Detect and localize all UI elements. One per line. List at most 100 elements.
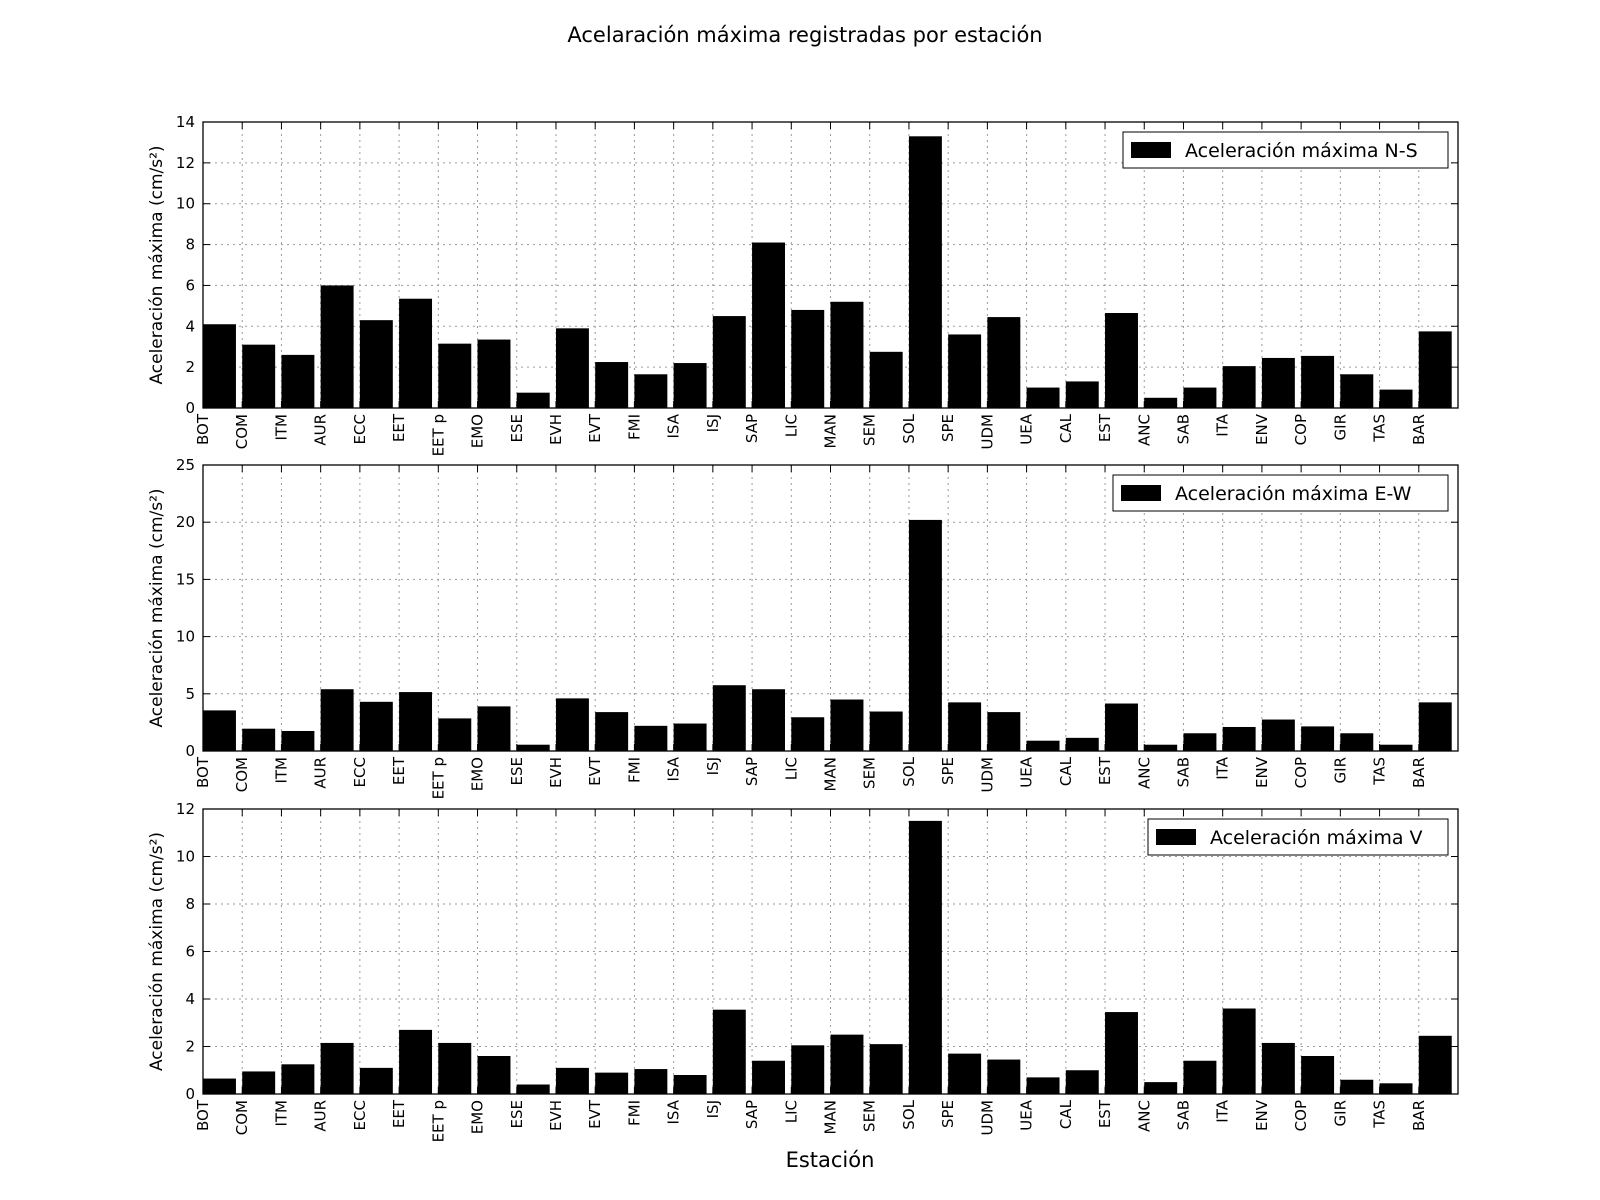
bar-CAL [1065, 381, 1099, 408]
y-tick-label: 6 [185, 276, 195, 294]
bar-EET [399, 692, 433, 751]
x-tick-label: EET [390, 413, 408, 442]
x-tick-label: BAR [1410, 1100, 1428, 1131]
x-tick-label: BOT [194, 413, 212, 445]
x-tick-label: SOL [900, 756, 918, 786]
bar-EET p [438, 1042, 472, 1094]
x-tick-label: COP [1292, 1100, 1310, 1131]
x-tick-label: LIC [782, 414, 800, 437]
bar-LIC [791, 309, 825, 408]
bar-ECC [359, 1067, 393, 1095]
bar-BAR [1418, 702, 1452, 751]
x-tick-label: SAP [743, 414, 761, 443]
x-tick-label: ENV [1253, 413, 1271, 445]
x-tick-label: EET p [429, 757, 447, 799]
bar-EVH [555, 698, 589, 751]
bar-COM [242, 728, 276, 751]
bar-COP [1301, 1056, 1335, 1094]
x-tick-label: ITM [272, 1100, 290, 1127]
y-axis-title: Aceleración máxima (cm/s²) [147, 145, 167, 384]
x-tick-label: EVT [586, 756, 604, 786]
legend: Aceleración máxima V [1147, 818, 1449, 856]
legend-label: Aceleración máxima V [1210, 827, 1423, 849]
subplot-3: 0 2 4 6 8 10 12 BOT COM ITM AUR ECC EET EET p EMO ESE EV… [147, 800, 1459, 1142]
bar-TAS [1379, 389, 1413, 408]
bar-ANC [1144, 397, 1178, 408]
x-tick-label: EVT [586, 413, 604, 443]
x-tick-label: MAN [822, 414, 840, 448]
bar-ESE [516, 1084, 550, 1094]
x-tick-label: ECC [351, 1100, 369, 1130]
bar-ISJ [712, 316, 746, 408]
bar-ITM [281, 730, 315, 751]
bar-EET [399, 1029, 433, 1095]
bar-ITA [1222, 1008, 1256, 1094]
bar-ISA [673, 723, 707, 751]
x-tick-label: SPE [939, 1100, 957, 1128]
x-tick-label: CAL [1057, 756, 1075, 786]
y-tick-label: 2 [185, 1038, 195, 1056]
x-tick-label: ECC [351, 757, 369, 787]
bar-SOL [908, 519, 942, 751]
bar-AUR [320, 285, 354, 408]
y-tick-label: 6 [185, 943, 195, 961]
bar-EET p [438, 718, 472, 751]
bar-BAR [1418, 331, 1452, 408]
bar-SOL [908, 136, 942, 409]
x-tick-label: EMO [469, 1100, 487, 1134]
bar-ENV [1261, 719, 1295, 751]
bar-ESE [516, 392, 550, 408]
x-tick-label: EST [1096, 1099, 1114, 1128]
x-tick-label: UDM [978, 414, 996, 449]
bar-EMO [477, 1056, 511, 1094]
bar-UEA [1026, 387, 1060, 408]
x-tick-label: ESE [508, 757, 526, 785]
bar-ISJ [712, 685, 746, 751]
bar-ANC [1144, 744, 1178, 751]
y-tick-label: 15 [176, 570, 195, 588]
x-tick-label: EET [390, 756, 408, 785]
x-tick-label: EST [1096, 756, 1114, 785]
legend-box [1147, 818, 1449, 856]
bar-COP [1301, 355, 1335, 408]
bar-EVH [555, 328, 589, 408]
x-tick-label: BOT [194, 756, 212, 788]
x-tick-label: ISJ [704, 1100, 722, 1118]
bar-CAL [1065, 737, 1099, 751]
x-tick-label: EVH [547, 757, 565, 788]
x-tick-label: ITA [1214, 413, 1232, 436]
bar-UEA [1026, 740, 1060, 751]
x-tick-label: TAS [1371, 757, 1389, 786]
bar-ITA [1222, 726, 1256, 751]
x-tick-label: COM [233, 757, 251, 792]
bar-SAB [1183, 387, 1217, 408]
x-tick-label: ISJ [704, 757, 722, 775]
bar-FMI [634, 1069, 668, 1094]
x-tick-label: ANC [1135, 414, 1153, 446]
y-tick-label: 12 [176, 154, 195, 172]
bar-SPE [948, 702, 982, 751]
bar-EVT [595, 362, 629, 408]
x-tick-label: EVH [547, 1100, 565, 1131]
bar-CAL [1065, 1070, 1099, 1094]
bar-SAP [752, 242, 785, 408]
x-tick-label: ISA [665, 1099, 683, 1124]
x-tick-label: ISA [665, 756, 683, 781]
bar-BOT [203, 710, 236, 751]
bar-EST [1105, 703, 1138, 751]
x-tick-label: ISA [665, 413, 683, 438]
bar-SAB [1183, 733, 1217, 751]
x-tick-label: UEA [1018, 1099, 1036, 1130]
x-tick-label: UEA [1018, 756, 1036, 787]
bar-COP [1301, 726, 1335, 751]
x-tick-label: ECC [351, 414, 369, 444]
x-tick-label: ITM [272, 757, 290, 784]
bar-SOL [908, 820, 942, 1095]
x-tick-label: EST [1096, 413, 1114, 442]
bar-SEM [869, 711, 903, 751]
x-tick-label: BAR [1410, 757, 1428, 788]
bar-ITA [1222, 366, 1256, 408]
legend-box [1112, 474, 1449, 512]
y-tick-label: 5 [185, 685, 195, 703]
